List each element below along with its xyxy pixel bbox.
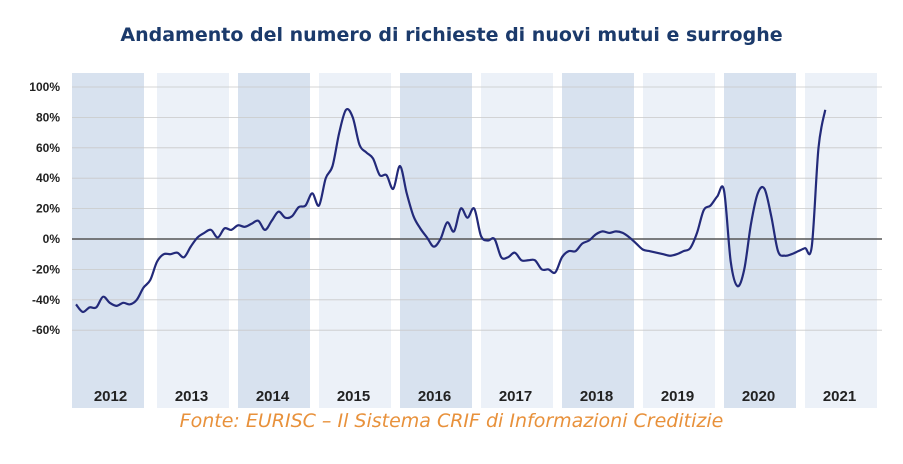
x-tick-label: 2013 [175, 388, 208, 405]
x-tick-label: 2015 [337, 388, 370, 405]
chart-source: Fonte: EURISC – Il Sistema CRIF di Infor… [179, 410, 724, 432]
year-band [805, 73, 877, 408]
year-band [481, 73, 553, 408]
y-tick-label: 100% [29, 80, 60, 94]
y-tick-label: 60% [36, 141, 60, 155]
x-tick-label: 2012 [94, 388, 127, 405]
x-tick-label: 2018 [580, 388, 613, 405]
y-tick-label: -40% [32, 293, 60, 307]
y-tick-label: -60% [32, 323, 60, 337]
series-line [75, 108, 827, 314]
year-band [724, 73, 796, 408]
y-tick-label: 20% [36, 202, 60, 216]
y-tick-label: 80% [36, 110, 60, 124]
x-tick-label: 2021 [823, 388, 856, 405]
year-band [400, 73, 472, 408]
x-tick-label: 2020 [742, 388, 775, 405]
x-tick-label: 2014 [256, 388, 290, 405]
year-band [157, 73, 229, 408]
year-band [238, 73, 310, 408]
x-tick-label: 2016 [418, 388, 451, 405]
y-tick-label: 40% [36, 171, 60, 185]
x-tick-label: 2017 [499, 388, 532, 405]
chart-title: Andamento del numero di richieste di nuo… [120, 24, 783, 46]
year-band [643, 73, 715, 408]
y-tick-label: -20% [32, 262, 60, 276]
x-tick-label: 2019 [661, 388, 694, 405]
y-tick-label: 0% [43, 232, 61, 246]
year-band [72, 73, 144, 408]
year-band [562, 73, 634, 408]
